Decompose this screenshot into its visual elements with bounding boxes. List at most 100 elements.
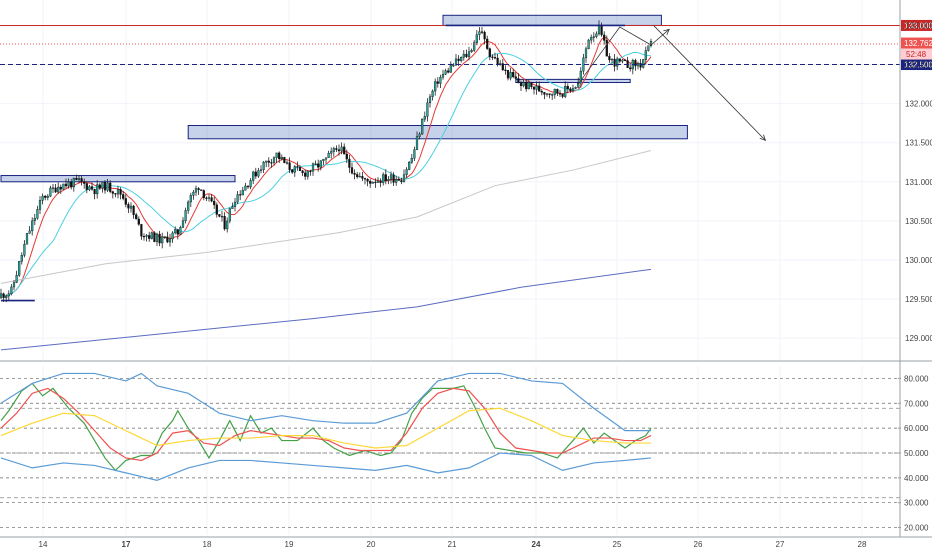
candle: [363, 177, 367, 185]
candle-body: [374, 181, 377, 184]
y-tick-label: 129.000: [905, 334, 932, 343]
candle-body: [350, 167, 354, 174]
candle: [540, 89, 543, 96]
candle: [473, 40, 476, 52]
candle: [304, 169, 307, 180]
candle-body: [257, 170, 260, 177]
candle-body: [298, 167, 302, 171]
candle-body: [220, 216, 224, 218]
candle: [545, 93, 549, 97]
price-label-text: 132.500: [904, 61, 932, 70]
candle: [231, 202, 234, 209]
candle-body: [324, 157, 328, 160]
candle: [423, 111, 426, 123]
candle-body: [0, 293, 3, 298]
candle: [184, 207, 187, 224]
candle: [90, 182, 94, 191]
candle-body: [548, 93, 551, 95]
candle: [293, 164, 296, 177]
candle: [291, 169, 294, 174]
candle: [444, 68, 447, 75]
candle: [135, 212, 138, 220]
candle: [389, 171, 393, 184]
candle: [322, 158, 325, 165]
candle-body: [129, 205, 133, 209]
candle-body: [636, 63, 640, 67]
candle: [119, 187, 122, 200]
candle: [621, 59, 624, 64]
osc-y-tick-label: 80.000: [904, 374, 929, 383]
candle-body: [64, 183, 68, 187]
candle-body: [506, 69, 510, 79]
projection-arrow-up: [663, 28, 670, 36]
candle-body: [545, 93, 549, 95]
candle: [228, 207, 231, 224]
osc-y-tick-label: 20.000: [904, 524, 929, 533]
candle-body: [480, 31, 484, 33]
candle-body: [265, 160, 268, 163]
candle: [67, 178, 70, 189]
candle: [514, 72, 517, 81]
candle: [174, 226, 177, 235]
candle: [96, 180, 99, 199]
candle-body: [600, 24, 603, 36]
candle-body: [205, 197, 208, 199]
candle: [111, 190, 114, 199]
candle: [51, 183, 55, 194]
candle: [488, 47, 491, 61]
candle: [171, 231, 174, 243]
osc-y-tick-label: 70.000: [904, 399, 929, 408]
candle: [49, 185, 52, 198]
candle-body: [644, 50, 647, 60]
candle-body: [236, 194, 239, 203]
candle: [275, 152, 278, 163]
candle: [345, 149, 348, 164]
candle-body: [335, 148, 338, 150]
candle: [148, 231, 151, 242]
candle-body: [83, 181, 86, 184]
candle-body: [228, 208, 231, 222]
candle-body: [54, 187, 57, 193]
candle: [509, 67, 512, 81]
candle-body: [613, 58, 616, 67]
candle-body: [332, 148, 335, 152]
candle: [379, 178, 382, 188]
candle: [319, 160, 322, 171]
candle-body: [202, 190, 205, 199]
candle: [18, 261, 21, 277]
candle: [28, 226, 31, 234]
candle-body: [168, 238, 172, 243]
candle-body: [431, 90, 434, 97]
x-tick-label: 20: [367, 540, 376, 549]
candle-body: [392, 174, 395, 183]
candle: [405, 167, 408, 178]
candle: [70, 178, 73, 190]
candle: [465, 49, 468, 59]
y-tick-label: 129.500: [905, 295, 932, 304]
candle-body: [447, 70, 450, 73]
candle: [241, 186, 244, 196]
candle-body: [184, 210, 187, 221]
candle-body: [80, 178, 83, 182]
candle-body: [551, 94, 554, 96]
candle: [579, 67, 582, 88]
candle-body: [343, 146, 346, 155]
candle-body: [15, 275, 18, 283]
candle: [98, 182, 101, 191]
candle-body: [423, 116, 426, 120]
candle-body: [31, 220, 34, 232]
candle: [449, 61, 452, 73]
candle: [262, 161, 265, 174]
candle: [309, 169, 312, 176]
candle-body: [90, 186, 94, 190]
candle: [280, 154, 283, 161]
candle-body: [20, 255, 23, 262]
candle-body: [124, 198, 127, 205]
candle-body: [478, 31, 481, 35]
candle-body: [457, 58, 460, 61]
candle-body: [366, 179, 369, 182]
candle: [106, 179, 109, 193]
candle-body: [358, 176, 361, 178]
candle-body: [322, 159, 325, 161]
